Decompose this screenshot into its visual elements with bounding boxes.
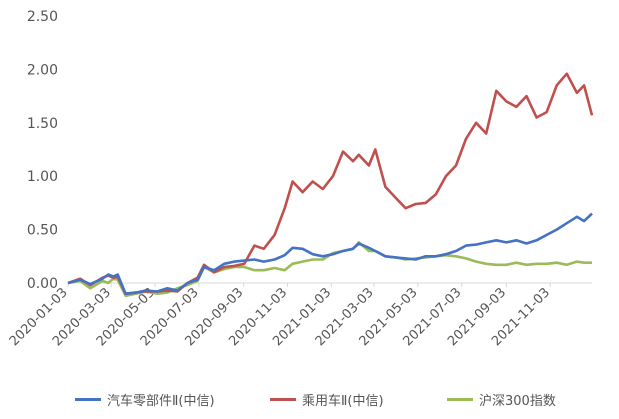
legend-item-csi300: 沪深300指数 — [447, 384, 556, 414]
y-tick-label: 0.50 — [27, 223, 58, 239]
series-line-passenger-cars — [67, 72, 594, 296]
y-tick-label: 0.00 — [27, 276, 58, 292]
y-tick-label: 1.50 — [27, 116, 58, 132]
legend-swatch-passenger-cars — [270, 397, 296, 401]
y-tick-label: 2.00 — [27, 62, 58, 78]
series-line-auto-parts — [67, 212, 593, 296]
chart-canvas: 0.00 0.50 1.00 1.50 2.00 2.50 2020-01-032020-… — [7, 9, 594, 349]
chart-legend: 汽车零部件Ⅱ(中信) 乘用车Ⅱ(中信) 沪深300指数 — [0, 384, 619, 414]
legend-label-auto-parts: 汽车零部件Ⅱ(中信) — [107, 393, 215, 409]
y-axis-ticks: 0.00 0.50 1.00 1.50 2.00 2.50 — [27, 9, 58, 292]
legend-swatch-csi300 — [447, 397, 473, 401]
x-axis-ticks: 2020-01-032020-03-032020-05-032020-07-03… — [7, 283, 553, 349]
legend-label-csi300: 沪深300指数 — [479, 393, 556, 409]
legend-label-passenger-cars: 乘用车Ⅱ(中信) — [302, 393, 384, 409]
series-lines — [67, 72, 594, 298]
y-tick-label: 1.00 — [27, 169, 58, 185]
y-tick-label: 2.50 — [27, 9, 58, 25]
legend-swatch-auto-parts — [75, 397, 101, 401]
legend-item-passenger-cars: 乘用车Ⅱ(中信) — [270, 384, 384, 414]
legend-item-auto-parts: 汽车零部件Ⅱ(中信) — [75, 384, 215, 414]
